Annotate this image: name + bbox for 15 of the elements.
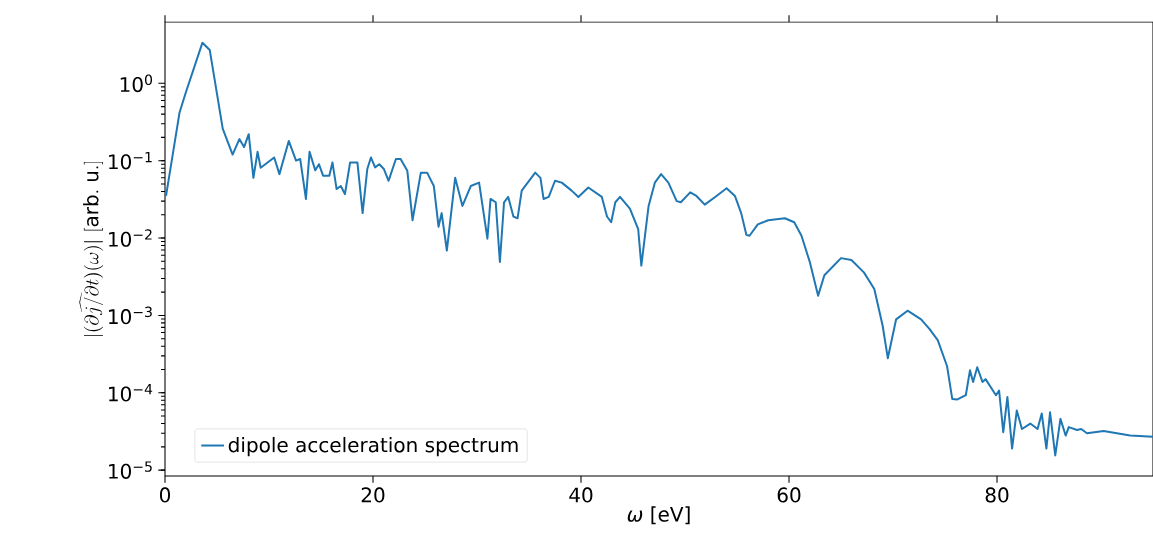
- y-tick-label: 10$^{0}$: [120, 74, 153, 93]
- x-axis-title: ω [eV]: [627, 506, 690, 525]
- y-tick-label: 10$^{−5}$: [109, 461, 152, 479]
- x-tick-label: 80: [985, 487, 1009, 503]
- y-tick-label: 10$^{−3}$: [109, 306, 152, 325]
- line-series: [165, 41, 1153, 457]
- y-tick-label: 10$^{−1}$: [109, 151, 152, 170]
- x-tick-label: 0: [159, 487, 171, 503]
- y-tick-label: 10$^{−2}$: [109, 229, 152, 247]
- y-tick-label: 10$^{−4}$: [109, 384, 153, 402]
- y-axis-title: $|\widehat{(\partial j/\partial t)}(\omega)|\ [\mathrm{arb.\ u.}]$: [79, 161, 104, 337]
- x-tick-label: 40: [569, 487, 593, 503]
- x-tick-label: 20: [361, 487, 385, 503]
- x-tick-label: 60: [777, 487, 801, 503]
- legend-label: dipole acceleration spectrum: [228, 436, 518, 457]
